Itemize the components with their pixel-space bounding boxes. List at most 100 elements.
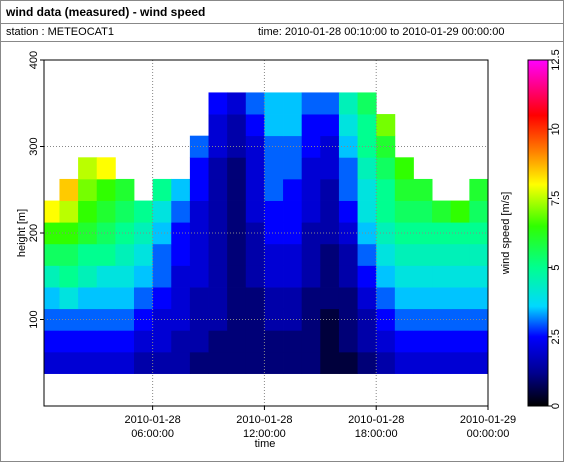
cell: [227, 178, 247, 201]
cell: [264, 222, 284, 245]
cell: [283, 114, 303, 137]
cell: [394, 178, 414, 201]
cell: [78, 178, 98, 201]
cell: [320, 114, 340, 137]
cell: [357, 200, 377, 223]
cell: [171, 351, 191, 374]
cell: [227, 200, 247, 223]
cell: [338, 287, 358, 310]
colorbar-tick-label: 12.5: [550, 49, 562, 70]
cell: [469, 222, 488, 245]
cell: [450, 243, 470, 266]
x-tick-label: 2010-01-28 12:00:00: [236, 414, 293, 440]
cell: [264, 287, 284, 310]
cell: [357, 157, 377, 180]
colorbar-tick-label: 0: [550, 403, 562, 409]
colorbar-tick-label: 7.5: [550, 191, 562, 206]
cell: [264, 351, 284, 374]
cell: [320, 330, 340, 353]
cell: [78, 287, 98, 310]
cell: [96, 222, 116, 245]
cell: [227, 92, 247, 115]
cell: [320, 287, 340, 310]
cell: [227, 287, 247, 310]
cell: [338, 222, 358, 245]
cell: [44, 243, 60, 266]
y-tick-label: 100: [28, 310, 40, 328]
cell: [450, 287, 470, 310]
cell: [432, 200, 452, 223]
cell: [376, 287, 396, 310]
cell: [59, 351, 79, 374]
cell: [171, 287, 191, 310]
cell: [96, 200, 116, 223]
cell: [394, 157, 414, 180]
cell: [394, 330, 414, 353]
cell: [283, 330, 303, 353]
cell: [133, 351, 154, 374]
cell: [283, 92, 303, 115]
cell: [338, 308, 358, 331]
cell: [283, 308, 303, 331]
cell: [245, 330, 265, 353]
colorbar-label: wind speed [m/s]: [500, 192, 512, 276]
cell: [432, 351, 452, 374]
cell: [44, 308, 60, 331]
cell: [376, 330, 396, 353]
cell: [245, 308, 265, 331]
cell: [189, 178, 209, 201]
cell: [469, 178, 488, 201]
cell: [357, 330, 377, 353]
cell: [115, 308, 135, 331]
cell: [394, 200, 414, 223]
cell: [301, 92, 321, 115]
cell: [376, 243, 396, 266]
cell: [432, 222, 452, 245]
cell: [152, 265, 172, 288]
cell: [171, 330, 191, 353]
cell: [264, 135, 284, 158]
cell: [450, 200, 470, 223]
cell: [208, 330, 228, 353]
cell: [376, 265, 396, 288]
cell: [189, 222, 209, 245]
cell: [152, 351, 172, 374]
cell: [227, 243, 247, 266]
cell: [59, 265, 79, 288]
cell: [208, 92, 228, 115]
cell: [357, 287, 377, 310]
cell: [320, 157, 340, 180]
cell: [96, 157, 116, 180]
cell: [338, 135, 358, 158]
cell: [320, 200, 340, 223]
cell: [338, 200, 358, 223]
cell: [189, 243, 209, 266]
x-axis-label: time: [255, 438, 276, 450]
cell: [301, 157, 321, 180]
cell: [152, 243, 172, 266]
colorbar-tick-label: 2.5: [550, 329, 562, 344]
y-tick-label: 200: [28, 224, 40, 242]
cell: [301, 200, 321, 223]
cell: [338, 157, 358, 180]
cell: [283, 287, 303, 310]
cell: [357, 135, 377, 158]
cell: [413, 330, 433, 353]
cell: [469, 287, 488, 310]
cell: [264, 308, 284, 331]
cell: [152, 200, 172, 223]
cell: [394, 265, 414, 288]
cell: [133, 200, 154, 223]
cell: [59, 178, 79, 201]
cell: [44, 287, 60, 310]
cell: [469, 330, 488, 353]
cell: [59, 200, 79, 223]
cell: [394, 351, 414, 374]
cell: [227, 265, 247, 288]
cell: [189, 351, 209, 374]
cell: [59, 243, 79, 266]
cell: [152, 178, 172, 201]
cell: [227, 157, 247, 180]
cell: [450, 265, 470, 288]
